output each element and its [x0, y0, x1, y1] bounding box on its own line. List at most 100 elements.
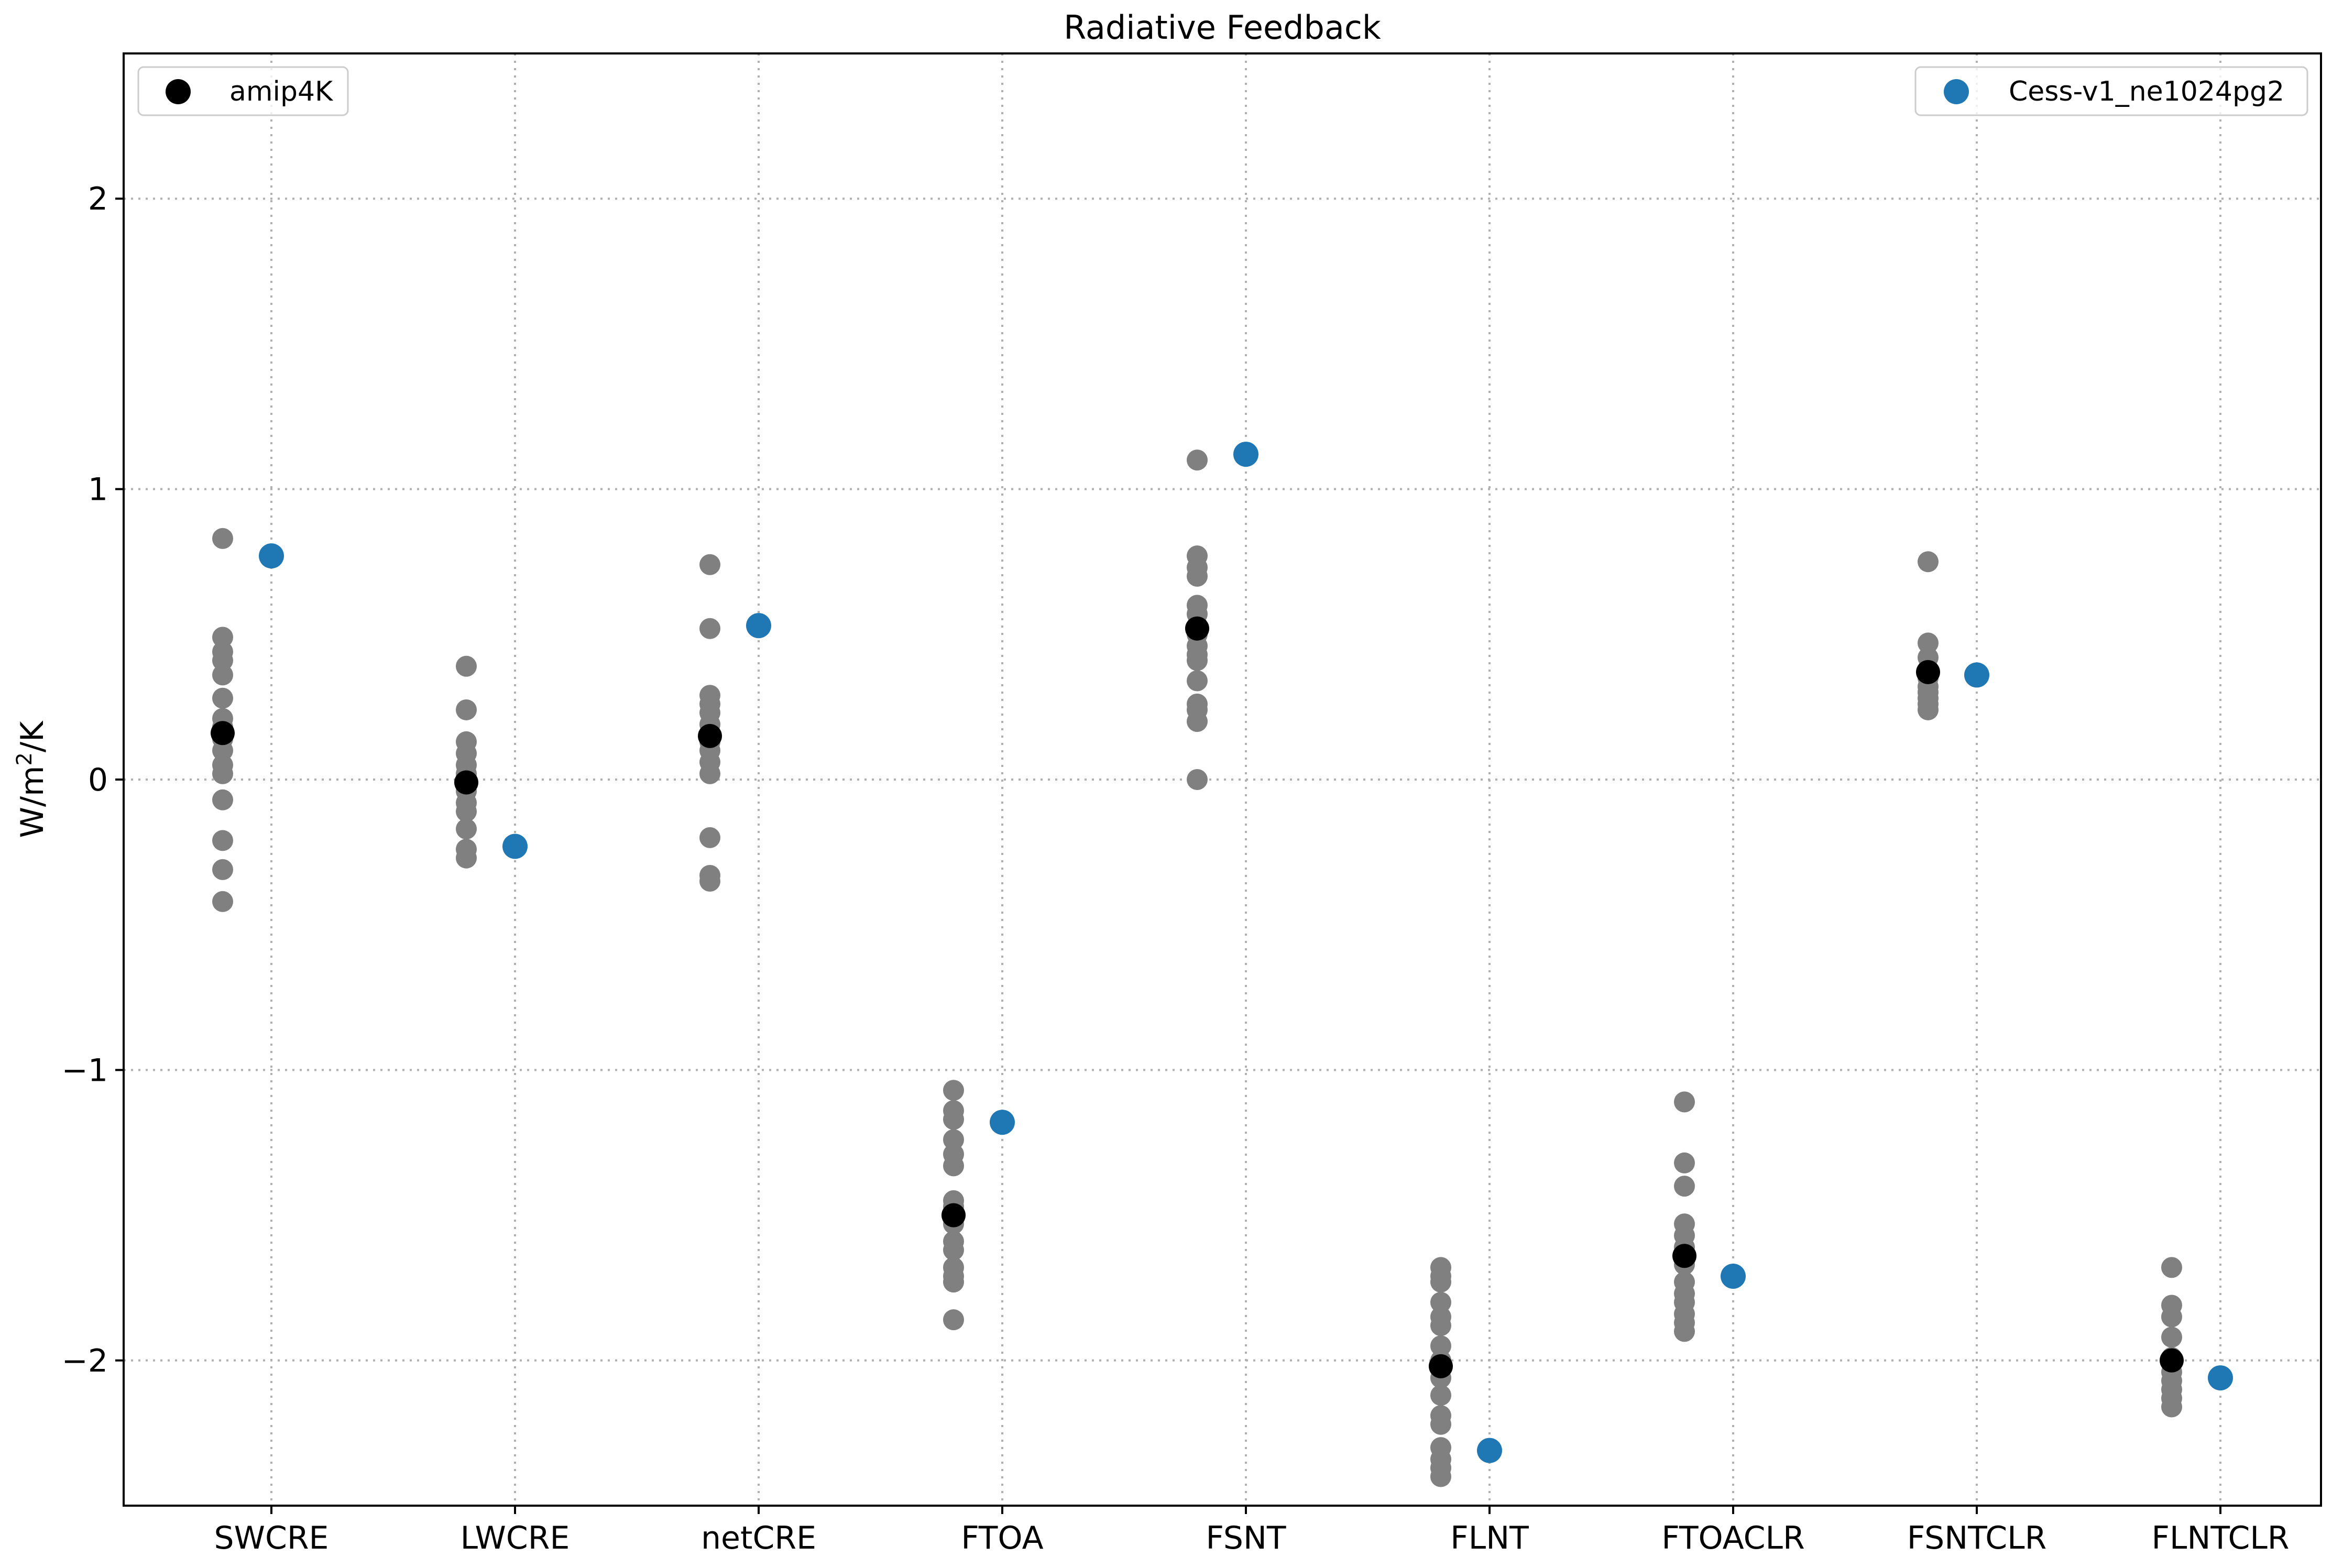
grid — [124, 53, 2321, 1506]
ensemble-point-fsnt — [1187, 650, 1208, 671]
ensemble-point-flnt — [1430, 1466, 1451, 1487]
ensemble-point-lwcre — [456, 801, 477, 822]
ensemble-point-netcre — [699, 618, 720, 639]
ensemble-point-netcre — [699, 827, 720, 848]
ensemble-point-flnt — [1430, 1413, 1451, 1435]
point-amip4k-fsnt — [1185, 616, 1209, 641]
legend-box-amip4k — [137, 66, 349, 116]
ensemble-point-ftoaclr — [1674, 1091, 1695, 1113]
ensemble-point-flnt — [1430, 1385, 1451, 1406]
point-amip4k-netcre — [698, 723, 722, 748]
legend-label-cess: Cess-v1_ne1024pg2 — [2009, 76, 2284, 107]
ensemble-point-flntclr — [2161, 1306, 2182, 1328]
ensemble-point-swcre — [212, 687, 233, 709]
point-cess-v1-ne1024pg2-ftoaclr — [1721, 1264, 1746, 1289]
ensemble-points — [212, 449, 2182, 1487]
ensemble-point-lwcre — [456, 818, 477, 840]
ensemble-point-fsnt — [1187, 565, 1208, 587]
ensemble-point-ftoa — [943, 1080, 964, 1101]
y-tick-label: −1 — [62, 1052, 108, 1089]
point-amip4k-swcre — [211, 721, 235, 745]
ensemble-point-swcre — [212, 859, 233, 880]
y-axis-label: W/m2/K — [13, 720, 51, 838]
point-cess-v1-ne1024pg2-swcre — [259, 543, 284, 569]
ensemble-point-swcre — [212, 763, 233, 784]
ensemble-point-fsntclr — [1918, 699, 1939, 720]
ensemble-point-lwcre — [456, 847, 477, 869]
point-cess-v1-ne1024pg2-flnt — [1477, 1438, 1502, 1463]
x-tick-label-flntclr: FLNTCLR — [2152, 1520, 2290, 1556]
point-amip4k-lwcre — [454, 770, 478, 795]
ensemble-point-fsnt — [1187, 769, 1208, 790]
x-tick-label-ftoa: FTOA — [961, 1520, 1043, 1556]
ensemble-point-flnt — [1430, 1291, 1451, 1313]
ensemble-point-flntclr — [2161, 1396, 2182, 1418]
x-tick-label-flnt: FLNT — [1450, 1520, 1529, 1556]
legend-amip4k: amip4K — [137, 66, 349, 116]
ensemble-point-flntclr — [2161, 1326, 2182, 1348]
point-amip4k-ftoaclr — [1672, 1244, 1696, 1268]
point-cess-v1-ne1024pg2-fsntclr — [1964, 662, 1989, 688]
ensemble-point-netcre — [699, 554, 720, 575]
y-tick-label: 1 — [88, 472, 108, 508]
x-tick-label-ftoaclr: FTOACLR — [1661, 1520, 1804, 1556]
x-tick-label-fsntclr: FSNTCLR — [1907, 1520, 2047, 1556]
x-tick-label-fsnt: FSNT — [1206, 1520, 1286, 1556]
ensemble-point-swcre — [212, 650, 233, 671]
ensemble-point-ftoa — [943, 1155, 964, 1177]
point-cess-v1-ne1024pg2-lwcre — [502, 834, 528, 859]
ensemble-point-ftoa — [943, 1240, 964, 1261]
point-amip4k-flnt — [1429, 1354, 1453, 1378]
ensemble-point-ftoa — [943, 1109, 964, 1130]
ensemble-point-lwcre — [456, 655, 477, 677]
x-tick-label-swcre: SWCRE — [214, 1520, 329, 1556]
y-tick-label: −2 — [62, 1343, 108, 1379]
ensemble-point-fsnt — [1187, 711, 1208, 732]
legend-cess: Cess-v1_ne1024pg2 — [1914, 66, 2308, 116]
point-cess-v1-ne1024pg2-flntclr — [2208, 1365, 2233, 1391]
ensemble-point-swcre — [212, 627, 233, 648]
ensemble-point-fsnt — [1187, 670, 1208, 692]
point-amip4k-ftoa — [941, 1203, 966, 1227]
ensemble-point-ftoaclr — [1674, 1152, 1695, 1174]
point-amip4k-flntclr — [2160, 1348, 2184, 1373]
ensemble-point-swcre — [212, 789, 233, 810]
ensemble-point-flnt — [1430, 1315, 1451, 1336]
x-tick-label-netcre: netCRE — [701, 1520, 816, 1556]
ensemble-point-swcre — [212, 830, 233, 851]
ensemble-point-ftoaclr — [1674, 1321, 1695, 1342]
legend-marker-cess — [1944, 79, 1969, 104]
x-tick-label-lwcre: LWCRE — [461, 1520, 570, 1556]
ensemble-point-swcre — [212, 891, 233, 912]
ensemble-point-netcre — [699, 871, 720, 892]
ensemble-point-flnt — [1430, 1271, 1451, 1293]
point-cess-v1-ne1024pg2-netcre — [746, 613, 771, 639]
point-amip4k-fsntclr — [1916, 660, 1940, 684]
ensemble-point-swcre — [212, 740, 233, 761]
ensemble-point-flnt — [1430, 1335, 1451, 1357]
y-tick-label: 0 — [88, 762, 108, 798]
legend-label-amip4k: amip4K — [229, 76, 334, 107]
y-tick-label: 2 — [88, 181, 108, 217]
point-cess-v1-ne1024pg2-fsnt — [1233, 442, 1258, 467]
ensemble-point-fsntclr — [1918, 632, 1939, 654]
ensemble-point-fsntclr — [1918, 551, 1939, 573]
chart-title: Radiative Feedback — [1064, 8, 1381, 47]
series-points — [211, 442, 2233, 1463]
legend-marker-amip4k — [166, 79, 191, 104]
ensemble-point-ftoaclr — [1674, 1176, 1695, 1197]
y-axis: −2 −1 0 1 2 — [62, 181, 124, 1379]
ensemble-point-flntclr — [2161, 1257, 2182, 1278]
ensemble-point-swcre — [212, 664, 233, 686]
ensemble-point-lwcre — [456, 699, 477, 720]
plot-frame — [123, 52, 2322, 1507]
ensemble-point-swcre — [212, 528, 233, 549]
legend-box-cess — [1914, 66, 2308, 116]
ensemble-point-ftoa — [943, 1309, 964, 1331]
ensemble-point-ftoa — [943, 1271, 964, 1293]
x-axis: SWCRE LWCRE netCRE FTOA FSNT FLNT FTOACLR FSNTC… — [214, 1506, 2290, 1556]
ensemble-point-ftoa — [943, 1129, 964, 1150]
ensemble-point-fsnt — [1187, 449, 1208, 471]
ensemble-point-netcre — [699, 763, 720, 784]
